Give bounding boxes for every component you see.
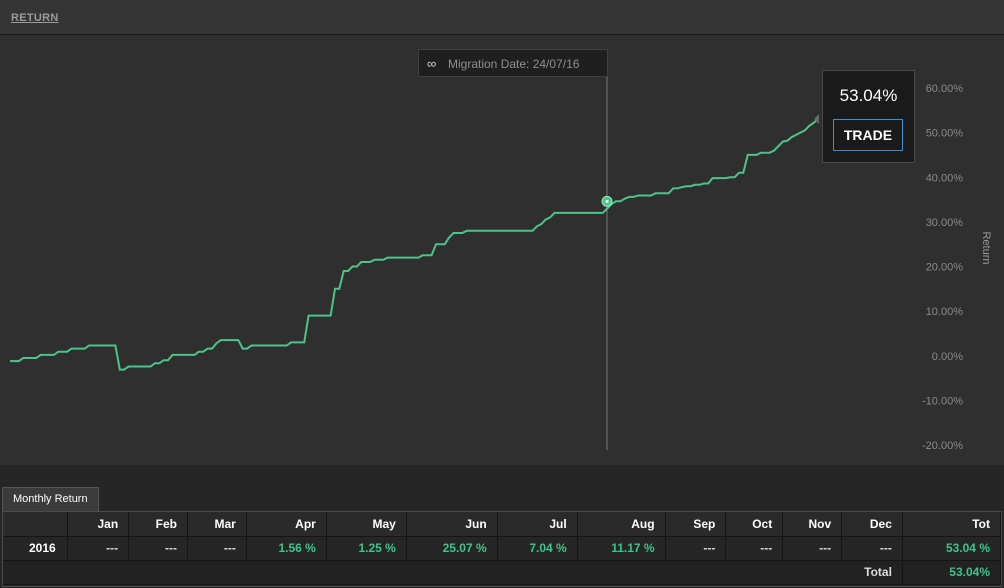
- month-cell: ---: [665, 536, 727, 561]
- y-tick-label: 0.00%: [932, 351, 963, 363]
- header-cell-may: May: [326, 512, 407, 537]
- tab-monthly-return[interactable]: Monthly Return: [2, 487, 99, 511]
- year-cell: 2016: [3, 536, 69, 561]
- month-cell: ---: [782, 536, 843, 561]
- header-cell-feb: Feb: [128, 512, 188, 537]
- header-cell-nov: Nov: [782, 512, 843, 537]
- table-header-row: Jan Feb Mar Apr May Jun Jul Aug Sep Oct Nov Dec Tot: [3, 512, 1002, 537]
- total-label: Total: [3, 560, 903, 585]
- total-value: 53.04%: [902, 560, 1002, 585]
- header-cell-apr: Apr: [246, 512, 327, 537]
- value-tooltip: 53.04% TRADE: [822, 70, 915, 163]
- header-cell-mar: Mar: [187, 512, 247, 537]
- month-cell: ---: [725, 536, 784, 561]
- y-tick-label: 50.00%: [926, 128, 964, 140]
- month-cell: 7.04 %: [497, 536, 578, 561]
- y-tick-label: 20.00%: [926, 262, 964, 274]
- header-cell-aug: Aug: [577, 512, 666, 537]
- month-cell: 25.07 %: [406, 536, 498, 561]
- current-return-value: 53.04%: [839, 86, 898, 105]
- return-panel-header: RETURN: [0, 0, 1004, 35]
- month-cell: 11.17 %: [577, 536, 666, 561]
- month-cell: 53.04 %: [902, 536, 1002, 561]
- trade-button[interactable]: TRADE: [833, 119, 903, 151]
- y-axis-title: Return: [980, 231, 992, 264]
- migration-date-label: ∞ Migration Date: 24/07/16: [418, 49, 608, 77]
- migration-date-text: Migration Date: 24/07/16: [448, 57, 580, 71]
- table-total-row: Total 53.04%: [3, 560, 1002, 585]
- return-series-line: [10, 118, 819, 371]
- link-icon: ∞: [427, 56, 437, 71]
- header-cell-sep: Sep: [665, 512, 727, 537]
- month-cell: ---: [841, 536, 903, 561]
- month-cell: ---: [128, 536, 188, 561]
- header-cell-jan: Jan: [67, 512, 130, 537]
- y-tick-label: -20.00%: [922, 440, 963, 452]
- y-tick-label: 40.00%: [926, 172, 964, 184]
- highlight-point-center: [605, 199, 609, 203]
- return-chart: -20.00% -10.00% 0.00% 10.00% 20.00% 30.00% 40.…: [10, 49, 992, 452]
- table-row: 2016 --- --- --- 1.56 % 1.25 % 25.07 % 7.04 % 11…: [3, 536, 1002, 561]
- y-tick-label: 60.00%: [926, 83, 964, 95]
- monthly-return-table: Jan Feb Mar Apr May Jun Jul Aug Sep Oct Nov Dec Tot …: [2, 511, 1002, 587]
- tooltip-pointer: [814, 114, 819, 125]
- month-cell: 1.56 %: [246, 536, 327, 561]
- header-cell-empty: [3, 512, 69, 537]
- y-tick-label: -10.00%: [922, 395, 963, 407]
- month-cell: 1.25 %: [326, 536, 407, 561]
- panel-title[interactable]: RETURN: [11, 12, 59, 24]
- month-cell: ---: [187, 536, 247, 561]
- header-cell-jun: Jun: [406, 512, 498, 537]
- header-cell-dec: Dec: [841, 512, 903, 537]
- header-cell-oct: Oct: [725, 512, 784, 537]
- month-cell: ---: [67, 536, 130, 561]
- header-cell-tot: Tot: [902, 512, 1002, 537]
- y-tick-label: 30.00%: [926, 217, 964, 229]
- header-cell-jul: Jul: [497, 512, 578, 537]
- y-tick-label: 10.00%: [926, 306, 964, 318]
